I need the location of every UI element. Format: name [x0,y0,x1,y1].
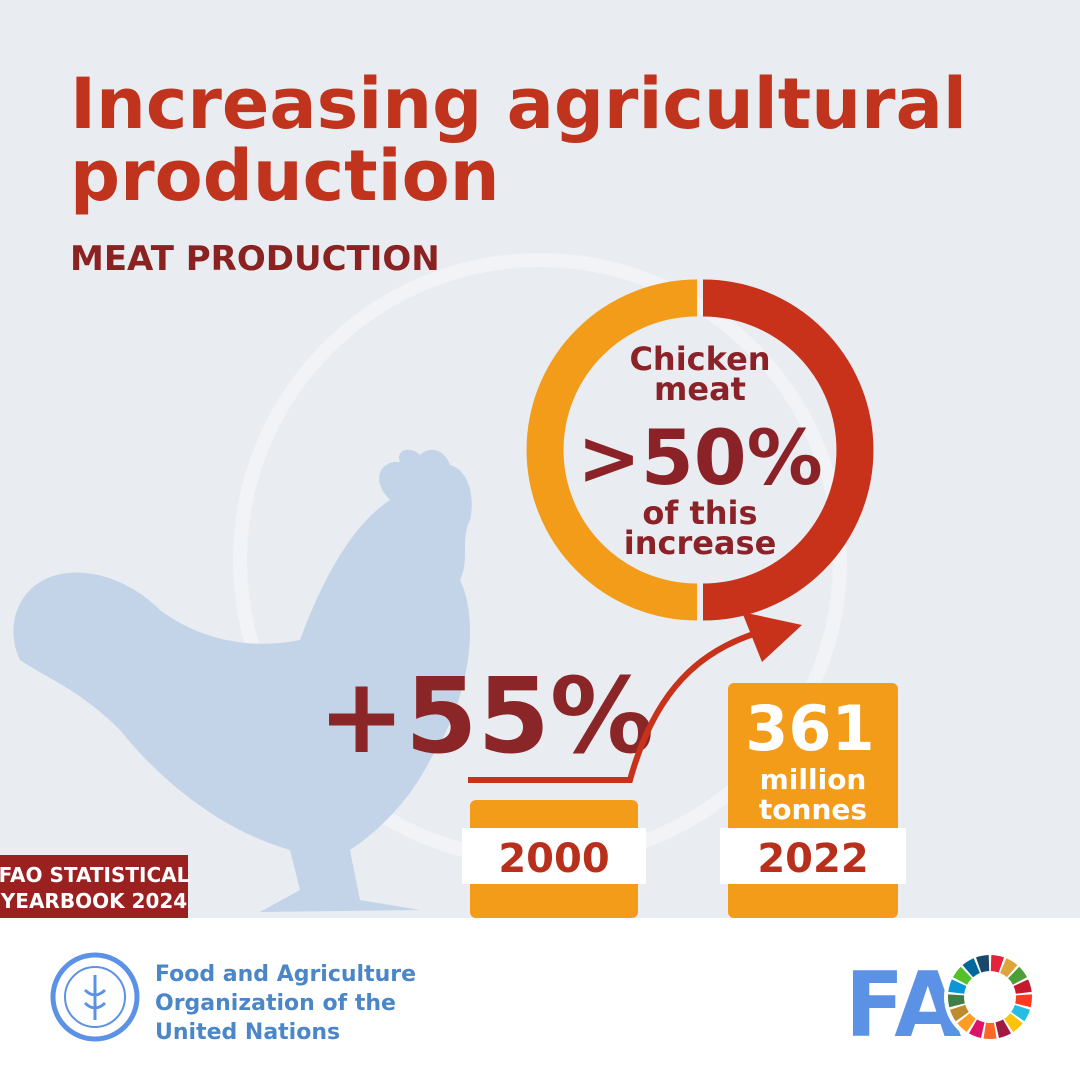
wheel-segment [983,1022,997,1040]
rooster-silhouette [13,449,472,912]
arrow-head [742,612,802,662]
donut-text: Chicken [629,340,770,378]
wheel-segment [995,1019,1011,1038]
growth: +55% [318,655,654,777]
unit: tonnes [759,793,867,826]
badge-text: FAO STATISTICAL [0,863,190,887]
label-box [720,828,906,884]
fao-emblem [64,966,126,1028]
donut-red [702,279,874,621]
badge [0,855,188,918]
subtitle: MEAT PRODUCTION [70,239,440,279]
wheel-segment [1011,1004,1030,1022]
donut-text: of this [642,494,757,532]
wheel-segment [1000,958,1018,978]
wheel-segment [1015,994,1032,1008]
wheel-segment [1008,966,1027,985]
fao-emblem [83,975,107,1020]
title: production [70,135,500,217]
org-name: United Nations [155,1020,340,1045]
wheel-segment [969,1019,985,1038]
wheel-segment [1013,979,1032,994]
badge-text: YEARBOOK 2024 [0,889,187,913]
donut-text: increase [624,524,777,562]
org-name: Food and Agriculture [155,962,416,987]
arrow-line [468,629,761,783]
sdg-wheel [948,955,1032,1040]
donut-share: >50% [577,413,823,502]
year-label: 2022 [757,836,868,882]
donut-text: meat [654,370,746,408]
wheel-segment [948,979,967,994]
wheel-segment [962,958,980,978]
wheel-segment [957,1013,976,1032]
fao-emblem [50,952,140,1042]
title: Increasing agricultural [70,63,967,145]
wheel-segment [948,994,965,1008]
footer [0,918,1080,1080]
org-name: Organization of the [155,991,396,1016]
donut-orange [526,279,698,621]
wheel-segment [950,1004,969,1022]
label-box [462,828,646,884]
wheel-segment [1004,1013,1023,1032]
year-label: 2000 [498,836,609,882]
wheel-segment [976,955,990,973]
amount: 361 [745,692,874,765]
unit: million [760,763,867,796]
wheel-segment [990,955,1004,973]
wheel-segment [953,966,972,985]
